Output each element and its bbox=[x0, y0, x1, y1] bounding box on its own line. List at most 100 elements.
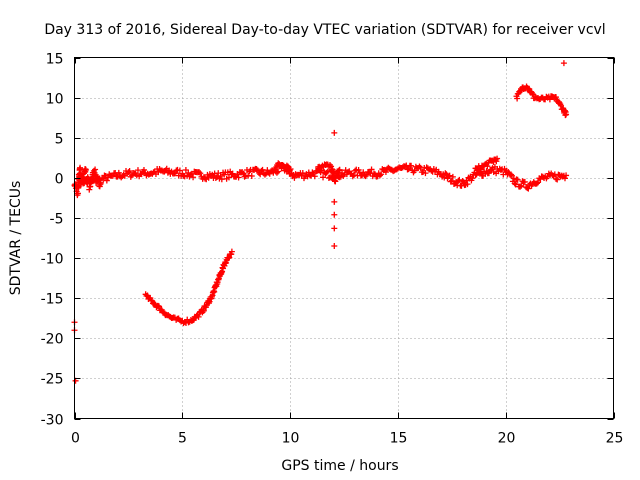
data-point bbox=[446, 172, 453, 179]
data-point bbox=[477, 166, 484, 173]
data-point bbox=[376, 172, 383, 179]
data-point bbox=[521, 178, 528, 185]
data-point bbox=[82, 167, 89, 174]
data-point bbox=[97, 181, 104, 188]
data-point bbox=[508, 171, 515, 178]
data-point bbox=[560, 60, 567, 67]
data-point bbox=[469, 175, 476, 182]
x-tick-label: 25 bbox=[606, 431, 624, 447]
data-point bbox=[553, 94, 560, 101]
data-point bbox=[405, 166, 412, 173]
data-points bbox=[71, 60, 570, 384]
data-point bbox=[248, 173, 255, 180]
data-point bbox=[514, 176, 521, 183]
plot-frame bbox=[74, 57, 614, 419]
data-point bbox=[241, 173, 248, 180]
data-point bbox=[197, 170, 204, 177]
data-point bbox=[331, 211, 338, 218]
data-point bbox=[331, 243, 338, 250]
data-point bbox=[126, 168, 133, 175]
data-point bbox=[74, 190, 81, 197]
y-tick-label: 15 bbox=[46, 52, 64, 68]
data-point bbox=[511, 180, 518, 187]
data-point bbox=[311, 173, 318, 180]
data-point bbox=[442, 170, 449, 177]
y-tick-label: 5 bbox=[55, 132, 64, 148]
data-point bbox=[190, 174, 197, 181]
y-tick-label: 10 bbox=[46, 92, 64, 108]
data-point bbox=[352, 167, 359, 174]
data-point bbox=[464, 181, 471, 188]
data-point bbox=[447, 178, 454, 185]
data-point bbox=[115, 169, 122, 176]
data-point bbox=[525, 185, 532, 192]
data-point bbox=[378, 171, 385, 178]
data-point bbox=[195, 313, 202, 320]
y-tick-label: -25 bbox=[41, 372, 64, 388]
data-point bbox=[261, 171, 268, 178]
data-point bbox=[449, 173, 456, 180]
data-point bbox=[172, 170, 179, 177]
y-axis-label: SDTVAR / TECUs bbox=[8, 181, 24, 296]
data-point bbox=[349, 173, 356, 180]
x-tick-label: 15 bbox=[390, 431, 408, 447]
data-point bbox=[561, 175, 568, 182]
data-point bbox=[533, 180, 540, 187]
data-point bbox=[134, 167, 141, 174]
data-point bbox=[441, 174, 448, 181]
data-point bbox=[217, 172, 224, 179]
data-point bbox=[275, 168, 282, 175]
axis-ticks: 0 5 10 15 20 25 -30 -25 -20 -15 -10 -5 0 5 10 15 bbox=[41, 52, 624, 447]
y-axis-label-group: SDTVAR / TECUs bbox=[8, 181, 24, 296]
y-tick-label: -10 bbox=[41, 252, 64, 268]
data-point bbox=[476, 165, 483, 172]
data-point bbox=[494, 155, 501, 162]
data-point bbox=[416, 163, 423, 170]
data-point bbox=[336, 166, 343, 173]
y-tick-label: -15 bbox=[41, 292, 64, 308]
data-point bbox=[493, 158, 500, 165]
data-point bbox=[120, 172, 127, 179]
data-point bbox=[331, 225, 338, 232]
y-tick-label: -30 bbox=[41, 413, 64, 429]
data-point bbox=[355, 166, 362, 173]
y-tick-label: -5 bbox=[50, 212, 64, 228]
data-point bbox=[456, 176, 463, 183]
data-point bbox=[89, 177, 96, 184]
x-tick-label: 0 bbox=[71, 431, 80, 447]
data-point bbox=[535, 179, 542, 186]
data-point bbox=[546, 96, 553, 103]
data-point bbox=[563, 172, 570, 179]
data-point bbox=[484, 163, 491, 170]
data-point bbox=[517, 183, 524, 190]
data-point bbox=[518, 182, 525, 189]
data-point bbox=[408, 162, 415, 169]
x-tick-label: 10 bbox=[282, 431, 300, 447]
data-point bbox=[228, 248, 235, 255]
y-tick-label: 0 bbox=[55, 172, 64, 188]
data-point bbox=[554, 176, 561, 183]
data-point bbox=[512, 181, 519, 188]
data-point bbox=[382, 169, 389, 176]
data-point bbox=[235, 174, 242, 181]
data-point bbox=[497, 166, 504, 173]
x-axis-label: GPS time / hours bbox=[281, 458, 398, 474]
data-point bbox=[458, 182, 465, 189]
data-point bbox=[95, 177, 102, 184]
data-point bbox=[156, 303, 163, 310]
data-point bbox=[320, 174, 327, 181]
data-point bbox=[485, 170, 492, 177]
data-point bbox=[140, 166, 147, 173]
data-point bbox=[176, 167, 183, 174]
chart-title: Day 313 of 2016, Sidereal Day-to-day VTE… bbox=[44, 22, 605, 38]
data-point bbox=[273, 169, 280, 176]
data-point bbox=[422, 170, 429, 177]
data-point bbox=[299, 169, 306, 176]
data-point bbox=[323, 169, 330, 176]
data-point bbox=[100, 176, 107, 183]
data-point bbox=[196, 169, 203, 176]
data-point bbox=[563, 111, 570, 118]
data-point bbox=[324, 168, 331, 175]
data-point bbox=[448, 177, 455, 184]
